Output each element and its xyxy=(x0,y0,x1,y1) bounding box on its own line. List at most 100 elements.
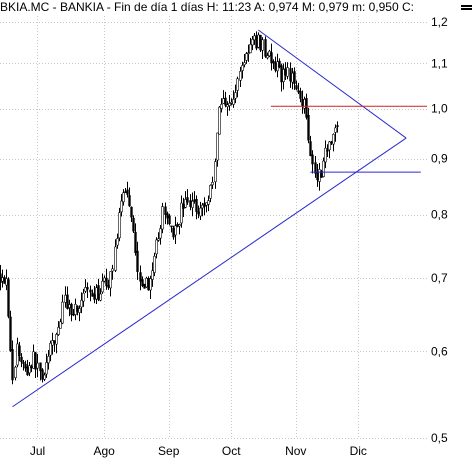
candle xyxy=(226,101,229,116)
candle-body xyxy=(334,127,337,133)
candle-body xyxy=(103,277,106,282)
candle xyxy=(124,188,127,193)
candle xyxy=(249,37,252,54)
x-tick-label: Oct xyxy=(222,444,241,458)
candle xyxy=(301,90,304,114)
candle xyxy=(157,232,160,242)
candle xyxy=(268,49,271,58)
candle-body xyxy=(97,285,100,300)
candle xyxy=(307,107,310,144)
candle xyxy=(47,349,50,370)
candle xyxy=(186,189,189,205)
candle-body xyxy=(230,101,233,104)
candle-body xyxy=(168,215,171,225)
candle xyxy=(241,61,244,79)
candle xyxy=(143,283,146,289)
candle xyxy=(49,340,52,362)
candle xyxy=(82,288,85,307)
candle xyxy=(211,176,214,189)
candle xyxy=(9,310,12,352)
chart-title: BKIA.MC - BANKIA - Fin de día 1 días H: … xyxy=(0,0,414,14)
candle-body xyxy=(155,239,158,255)
candle xyxy=(80,292,83,314)
candle xyxy=(280,63,283,92)
candle xyxy=(161,202,164,234)
candle-body xyxy=(147,278,150,291)
candle-body xyxy=(314,162,317,174)
candle-body xyxy=(178,224,181,227)
candle-body xyxy=(226,104,229,108)
candle xyxy=(59,318,62,329)
candle xyxy=(264,36,267,58)
candle xyxy=(176,222,179,228)
candle xyxy=(11,340,14,385)
candle-body xyxy=(311,154,314,165)
candle xyxy=(61,294,64,325)
title-trailing-glyph xyxy=(461,5,472,10)
candle xyxy=(170,225,173,233)
candle-body xyxy=(7,279,10,317)
candle xyxy=(220,98,223,113)
candle xyxy=(295,80,298,91)
candle xyxy=(336,121,339,133)
candle-body xyxy=(126,189,129,195)
candle xyxy=(3,275,6,284)
support-trendline xyxy=(12,137,407,408)
candle xyxy=(36,353,39,378)
candle-body xyxy=(280,65,283,83)
candle-body xyxy=(255,35,258,49)
candle xyxy=(97,278,100,302)
candle-body xyxy=(26,366,29,376)
candle-body xyxy=(307,114,310,141)
candle-body xyxy=(284,68,287,76)
candle xyxy=(41,368,44,383)
candle xyxy=(189,194,192,211)
candle xyxy=(70,302,73,322)
candle-body xyxy=(303,99,306,109)
candle-body xyxy=(316,171,319,181)
candle xyxy=(139,265,142,291)
candle xyxy=(122,189,125,206)
candle-body xyxy=(107,285,110,288)
candle-body xyxy=(166,213,169,219)
candle-body xyxy=(57,327,60,335)
candle-body xyxy=(161,206,164,230)
candle-body xyxy=(149,278,152,291)
candle-body xyxy=(266,55,269,59)
candle xyxy=(197,205,200,219)
candle xyxy=(114,239,117,273)
candle-body xyxy=(132,217,135,232)
candle xyxy=(164,202,167,225)
candle-body xyxy=(293,71,296,84)
candle-body xyxy=(243,62,246,66)
candle-body xyxy=(309,141,312,156)
candle-body xyxy=(9,316,12,351)
candle xyxy=(270,43,273,71)
candle xyxy=(89,285,92,302)
candle-body xyxy=(55,334,58,345)
candle xyxy=(103,275,106,283)
candle xyxy=(174,216,177,245)
candle-body xyxy=(336,125,339,127)
candle-body xyxy=(245,53,248,61)
candle-body xyxy=(239,71,242,81)
candle xyxy=(209,184,212,203)
candle xyxy=(99,288,102,302)
candle xyxy=(147,276,150,291)
candle xyxy=(84,279,87,293)
candle xyxy=(20,353,23,368)
candle xyxy=(153,252,156,277)
candle-body xyxy=(186,197,189,203)
candle xyxy=(132,215,135,233)
x-axis-labels: Jul Ago Sep Oct Nov Dic xyxy=(30,444,367,458)
candle xyxy=(57,321,60,336)
candle-body xyxy=(222,98,225,104)
candle-body xyxy=(191,200,194,208)
candle xyxy=(224,91,227,108)
candle-body xyxy=(68,304,71,309)
y-tick-label: 1,2 xyxy=(431,15,448,29)
candle xyxy=(45,353,48,378)
candle-body xyxy=(111,268,114,272)
candle-body xyxy=(16,343,19,366)
